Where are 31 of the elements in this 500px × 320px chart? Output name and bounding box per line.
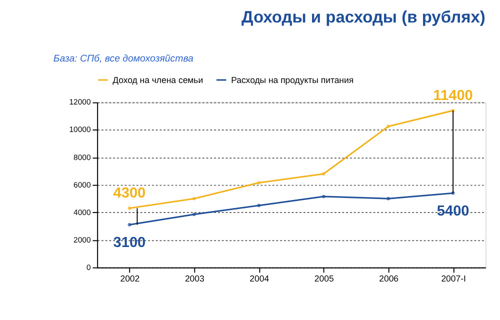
legend-label: Доход на члена семьи: [112, 74, 204, 85]
point: [322, 194, 326, 198]
x-tick-label: 2004: [250, 273, 270, 284]
chart-title: Доходы и расходы (в рублях): [241, 8, 486, 27]
y-tick-label: 0: [86, 262, 91, 272]
chart-subtitle: База: СПб, все домохозяйства: [53, 54, 194, 65]
y-tick-label: 4000: [74, 208, 91, 217]
y-tick-label: 8000: [74, 152, 91, 162]
legend-label: Расходы на продукты питания: [231, 74, 354, 85]
y-tick-label: 12000: [69, 98, 91, 107]
x-tick-label: 2003: [184, 273, 205, 284]
y-tick-label: 10000: [69, 125, 91, 134]
point: [322, 172, 326, 176]
y-tick-label: 2000: [74, 235, 91, 244]
point: [257, 204, 261, 208]
data-label: 3100: [113, 235, 146, 252]
x-tick-label: 2005: [314, 273, 334, 284]
data-label: 11400: [433, 88, 473, 104]
data-label: 5400: [436, 203, 470, 220]
y-tick-label: 6000: [74, 180, 91, 190]
point: [386, 124, 390, 128]
data-label: 4300: [113, 186, 146, 202]
point: [257, 181, 261, 184]
point: [192, 196, 196, 200]
point: [128, 206, 132, 210]
x-tick-label: 2007-I: [441, 273, 466, 284]
x-tick-label: 2002: [120, 273, 140, 284]
x-tick-label: 2006: [379, 273, 399, 284]
point: [386, 196, 390, 200]
point: [128, 223, 132, 226]
point: [192, 212, 196, 216]
